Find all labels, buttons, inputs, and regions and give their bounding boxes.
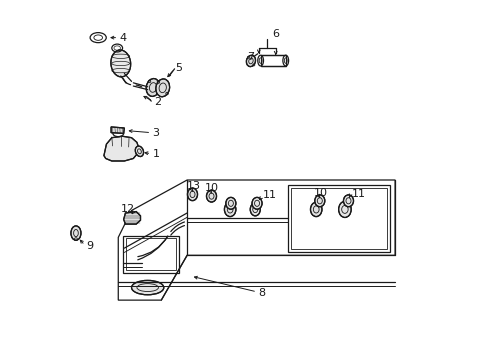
Ellipse shape: [111, 50, 130, 77]
Text: 4: 4: [120, 33, 126, 42]
Text: 12: 12: [121, 204, 135, 214]
Bar: [290, 188, 386, 249]
Ellipse shape: [246, 55, 255, 67]
Ellipse shape: [187, 188, 197, 201]
Ellipse shape: [343, 195, 353, 207]
Text: 8: 8: [258, 288, 264, 298]
Text: 13: 13: [187, 181, 201, 192]
Ellipse shape: [206, 190, 216, 202]
Ellipse shape: [71, 226, 81, 240]
Text: 3: 3: [152, 128, 159, 138]
Bar: [123, 235, 179, 273]
Text: 10: 10: [204, 183, 219, 193]
Ellipse shape: [135, 146, 143, 157]
Text: 10: 10: [313, 188, 326, 198]
Ellipse shape: [338, 201, 350, 217]
Ellipse shape: [224, 202, 235, 217]
Ellipse shape: [250, 203, 260, 216]
Text: 11: 11: [262, 190, 276, 200]
Text: 7: 7: [246, 52, 254, 62]
Bar: [287, 185, 389, 252]
Bar: [126, 238, 176, 270]
Text: 11: 11: [351, 189, 365, 199]
Ellipse shape: [156, 79, 169, 97]
Text: 2: 2: [154, 97, 161, 107]
Polygon shape: [104, 136, 139, 161]
Ellipse shape: [146, 78, 160, 96]
Ellipse shape: [225, 197, 235, 209]
Text: 9: 9: [86, 241, 93, 251]
Ellipse shape: [314, 195, 324, 207]
Polygon shape: [123, 212, 140, 224]
Ellipse shape: [131, 280, 163, 295]
Text: 1: 1: [152, 149, 159, 159]
Text: 5: 5: [175, 63, 183, 73]
Text: 6: 6: [272, 29, 279, 39]
Polygon shape: [111, 127, 124, 134]
Ellipse shape: [310, 202, 321, 217]
Ellipse shape: [251, 197, 262, 209]
